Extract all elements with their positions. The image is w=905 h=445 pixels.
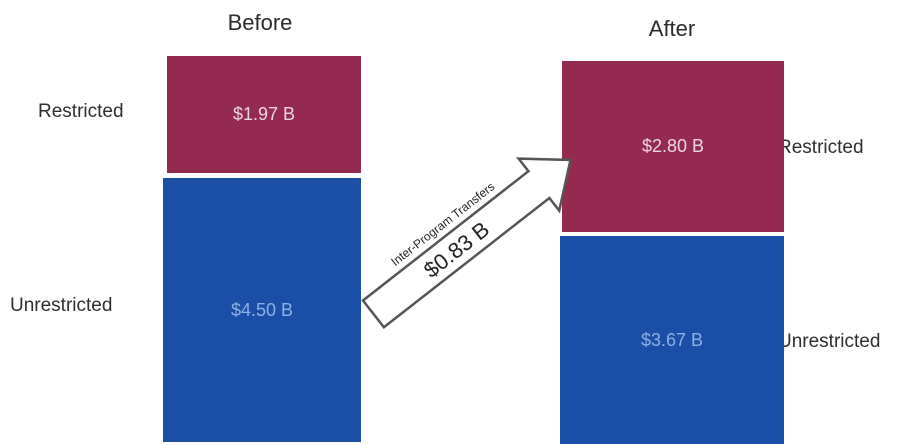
before-restricted-block: $1.97 B bbox=[167, 56, 361, 173]
after-unrestricted-block: $3.67 B bbox=[560, 236, 784, 444]
before-restricted-label: Restricted bbox=[38, 101, 124, 122]
before-title: Before bbox=[227, 10, 293, 35]
before-unrestricted-block: $4.50 B bbox=[163, 178, 361, 442]
before-unrestricted-value: $4.50 B bbox=[230, 299, 294, 320]
after-title: After bbox=[648, 16, 696, 41]
after-restricted-label: Restricted bbox=[778, 137, 864, 158]
after-unrestricted-value: $3.67 B bbox=[640, 329, 704, 350]
after-restricted-value: $2.80 B bbox=[641, 136, 705, 156]
arrow-outline-icon bbox=[361, 157, 572, 330]
before-restricted-value: $1.97 B bbox=[232, 104, 296, 124]
after-unrestricted-label: Unrestricted bbox=[778, 331, 881, 352]
after-restricted-block: $2.80 B bbox=[562, 61, 784, 232]
before-unrestricted-label: Unrestricted bbox=[10, 295, 113, 316]
